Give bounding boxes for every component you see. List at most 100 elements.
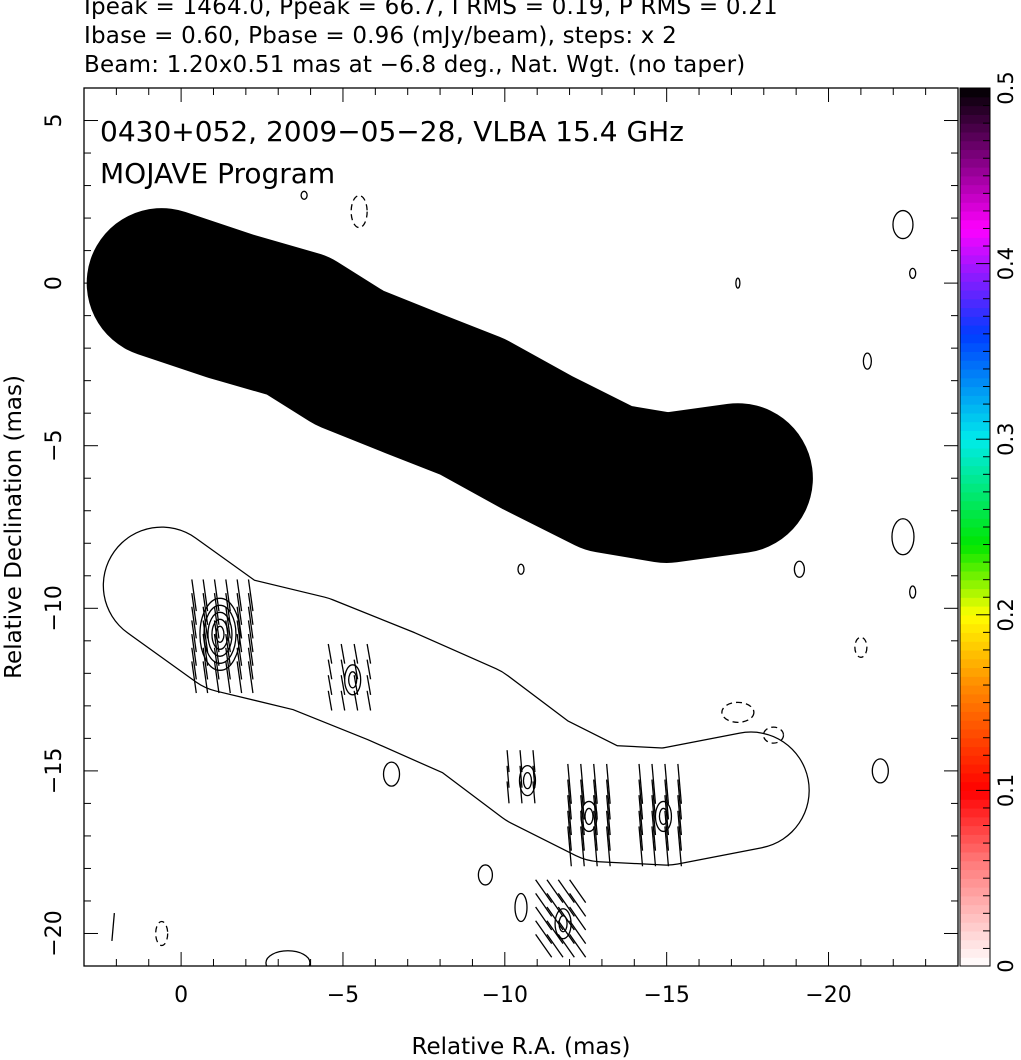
colorbar-cell [960,228,990,238]
evpa-tick [606,810,611,851]
noise-contour [762,726,785,744]
colorbar-cell [960,395,990,405]
stokes-i-contour [132,236,218,331]
evpa-tick [340,675,346,696]
colorbar-cell [960,219,990,230]
evpa-tick [580,810,585,851]
evpa-tick [506,750,510,773]
evpa-tick [546,893,564,917]
noise-contour [909,267,917,280]
evpa-tick [519,781,523,804]
colorbar-cell [960,421,990,432]
evpa-tick [532,781,536,804]
evpa-tick [236,593,243,625]
colorbar-cell [960,439,990,449]
colorbar-cell [960,298,990,309]
header-line-1: Ipeak = 1464.0, Ppeak = 66.7, I RMS = 0.… [84,0,778,20]
evpa-tick [664,795,670,836]
evpa-tick [519,765,523,788]
evpa-tick [191,593,197,625]
evpa-tick [213,661,220,694]
program-annotation: MOJAVE Program [100,157,335,190]
colorbar-cell [960,807,990,818]
evpa-tick [327,643,333,664]
colorbar-cell [960,272,990,282]
evpa-tick [202,579,209,612]
y-tick-label: 5 [42,114,67,128]
evpa-tick [191,606,197,639]
colorbar-cell [960,834,990,844]
noise-contour [862,352,873,370]
evpa-tick [366,675,372,696]
colorbar-cell [960,360,990,370]
evpa-tick [191,620,197,653]
colorbar-cell [960,140,990,151]
evpa-tick [557,879,575,904]
evpa-tick [557,893,575,917]
colorbar-cell [960,447,990,458]
evpa-tick [638,826,644,867]
y-tick-label: −20 [42,910,67,956]
evpa-tick [593,810,598,851]
colorbar-cell [960,922,990,932]
evpa-tick [327,675,333,696]
evpa-tick [535,920,553,945]
colorbar-cell [960,368,990,379]
evpa-tick [202,606,209,639]
evpa-tick [606,763,611,804]
evpa-tick [247,633,254,666]
colorbar-cell [960,711,990,721]
colorbar-cell [960,167,990,177]
evpa-tick [651,779,657,820]
noise-contour [854,636,868,658]
stokes-i-contour [211,285,248,327]
colorbar-cell [960,693,990,704]
evpa-tick [340,690,346,711]
noise-contour [517,563,525,575]
evpa-tick [567,779,572,820]
polarized-intensity-contour [518,764,537,797]
colorbar-cell [960,456,990,467]
evpa-tick [247,620,254,653]
evpa-tick [535,906,553,931]
polarized-intensity-contour [348,671,358,689]
y-axis-label: Relative Declination (mas) [1,375,27,679]
colorbar-cell [960,790,990,800]
y-tick-label: 0 [42,276,67,290]
stokes-i-contour [339,346,360,370]
colorbar-cell [960,904,990,914]
evpa-tick [213,606,220,639]
colorbar-cell [960,474,990,484]
colorbar-cell [960,491,990,502]
evpa-tick [213,620,220,653]
colorbar-cell [960,649,990,660]
colorbar-cell [960,114,990,124]
evpa-tick [532,765,536,788]
evpa-tick [202,647,209,680]
colorbar-cell [960,764,990,774]
noise-contour [721,701,755,724]
evpa-tick [225,579,231,612]
evpa-tick [532,750,536,773]
evpa-tick [327,690,333,711]
noise-contour [155,920,169,947]
evpa-tick [236,620,243,653]
colorbar-cell [960,88,990,98]
stokes-i-contour [203,276,256,336]
evpa-tick [366,690,372,711]
colorbar-cell [960,685,990,695]
stokes-i-contour [608,472,628,497]
colorbar-cell [960,667,990,677]
evpa-tick [593,763,598,804]
noise-contour [909,585,917,599]
polarized-intensity-contour [207,611,233,657]
colorbar-cell [960,597,990,607]
noise-contour [382,761,401,787]
evpa-tick [191,579,197,612]
evpa-tick [519,750,523,773]
evpa-tick [580,826,585,867]
evpa-tick [535,893,553,917]
evpa-tick [569,879,587,904]
stokes-i-contour [164,271,185,296]
evpa-tick [225,606,231,639]
